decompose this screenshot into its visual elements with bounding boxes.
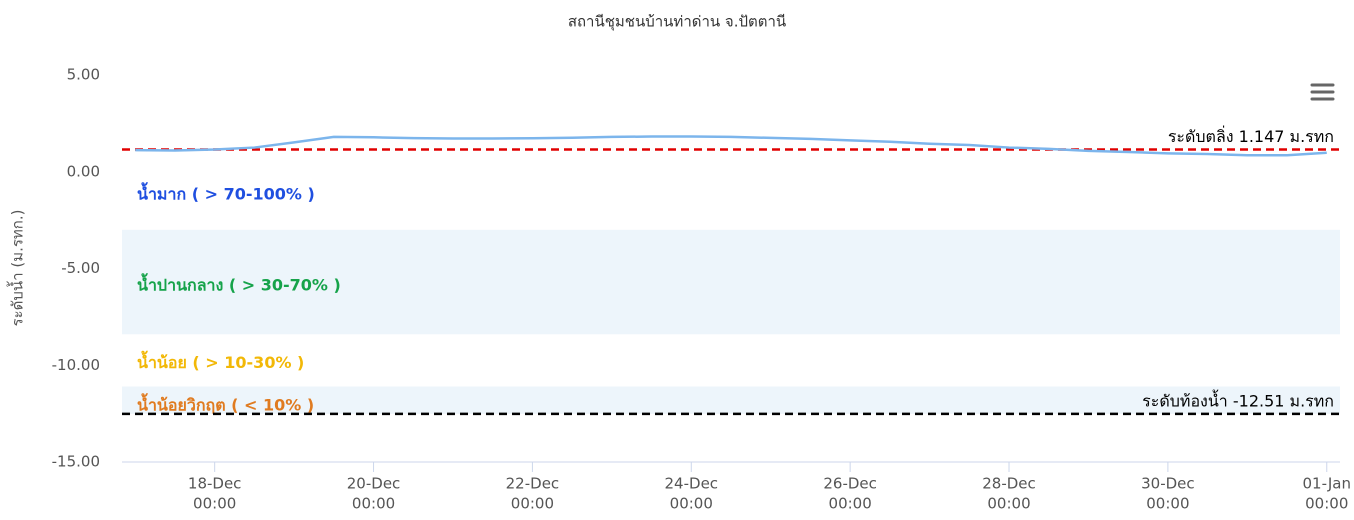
y-tick-label: -10.00 — [52, 356, 100, 374]
zone-label: น้ำน้อยวิกฤต ( < 10% ) — [137, 392, 314, 414]
x-tick-label: 20-Dec — [347, 475, 401, 493]
y-axis-title: ระดับน้ำ (ม.รทก.) — [7, 210, 27, 327]
menu-button[interactable] — [1310, 83, 1335, 101]
x-tick-label: 30-Dec — [1141, 475, 1195, 493]
x-tick-label: 00:00 — [511, 495, 554, 513]
x-tick-label: 00:00 — [1146, 495, 1189, 513]
x-tick-label: 22-Dec — [506, 475, 560, 493]
plot-line-label: ระดับตลิ่ง 1.147 ม.รทก — [1168, 125, 1334, 146]
plot-line-label: ระดับท้องน้ำ -12.51 ม.รทก — [1142, 389, 1334, 410]
plot-band — [122, 386, 1340, 414]
zone-label: น้ำน้อย ( > 10-30% ) — [137, 350, 304, 372]
data-line — [135, 135, 1327, 157]
y-tick-label: 0.00 — [67, 162, 100, 180]
x-tick-label: 00:00 — [829, 495, 872, 513]
zone-label: น้ำปานกลาง ( > 30-70% ) — [137, 272, 341, 294]
x-tick-label: 00:00 — [670, 495, 713, 513]
x-tick-label: 00:00 — [352, 495, 395, 513]
plot-band — [122, 229, 1340, 335]
zone-label: น้ำมาก ( > 70-100% ) — [137, 181, 315, 203]
y-tick-label: -15.00 — [52, 453, 100, 471]
x-tick-label: 28-Dec — [982, 475, 1036, 493]
x-tick-label: 18-Dec — [188, 475, 242, 493]
x-tick-label: 00:00 — [1305, 495, 1348, 513]
x-tick-label: 00:00 — [987, 495, 1030, 513]
x-tick-label: 01-Jan — [1303, 475, 1351, 493]
x-tick-label: 26-Dec — [823, 475, 877, 493]
x-tick-label: 24-Dec — [665, 475, 719, 493]
y-tick-label: -5.00 — [61, 259, 100, 277]
chart-title: สถานีชุมชนบ้านท่าด่าน จ.ปัตตานี — [568, 13, 786, 32]
x-tick-label: 00:00 — [193, 495, 236, 513]
y-tick-label: 5.00 — [67, 66, 100, 84]
